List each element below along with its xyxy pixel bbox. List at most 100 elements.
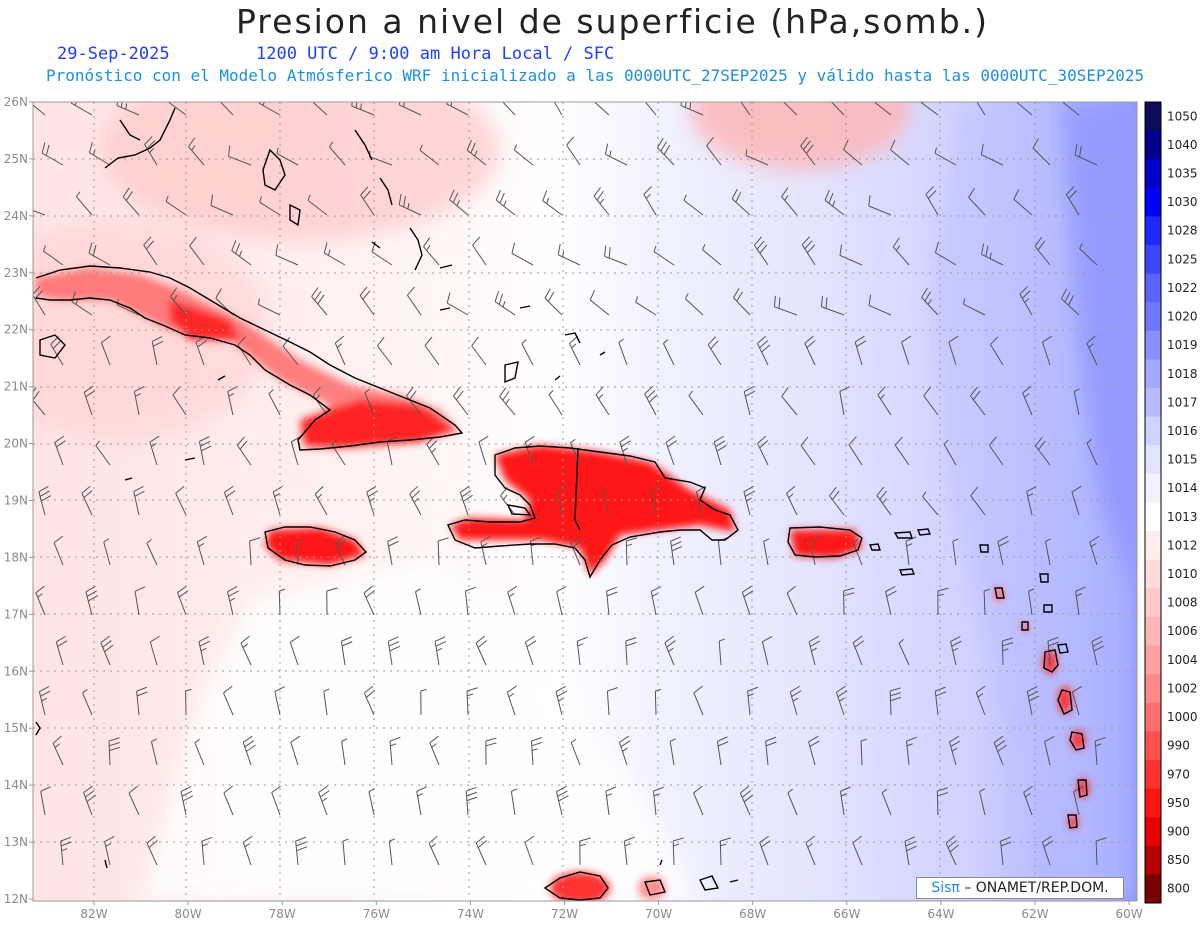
- colorbar-label: 1019: [1167, 338, 1198, 352]
- wind-barb-feather: [736, 87, 743, 95]
- colorbar-label: 1013: [1167, 510, 1198, 524]
- colorbar-label: 990: [1167, 739, 1190, 753]
- colorbar-segment: [1145, 760, 1161, 789]
- wind-barb-staff: [1002, 641, 1003, 665]
- colorbar-segment: [1145, 331, 1161, 360]
- colorbar-label: 1028: [1167, 224, 1198, 238]
- wind-barb-feather: [167, 95, 169, 101]
- wind-barb-staff: [720, 841, 721, 865]
- colorbar-label: 1014: [1167, 481, 1198, 495]
- colorbar-label: 1020: [1167, 310, 1198, 324]
- colorbar-segment: [1145, 646, 1161, 675]
- wind-barb-feather: [591, 89, 596, 99]
- wind-barb-staff: [937, 791, 938, 815]
- colorbar-segment: [1145, 216, 1161, 245]
- colorbar-label: 1012: [1167, 538, 1198, 552]
- longitude-label: 70W: [645, 907, 672, 921]
- colorbar-segment: [1145, 703, 1161, 732]
- colorbar-label: 950: [1167, 796, 1190, 810]
- colorbar-label: 900: [1167, 824, 1190, 838]
- wind-barb-feather: [783, 96, 786, 101]
- wind-barb-feather: [780, 89, 785, 99]
- wind-barb-feather: [30, 93, 35, 103]
- colorbar-label: 850: [1167, 853, 1190, 867]
- colorbar-segment: [1145, 102, 1161, 131]
- longitude-label: 80W: [175, 907, 202, 921]
- colorbar-label: 1018: [1167, 367, 1198, 381]
- wind-barb-feather: [641, 87, 647, 96]
- wind-barb-feather: [550, 86, 558, 94]
- latitude-label: 26N: [4, 95, 28, 109]
- longitude-label: 64W: [927, 907, 954, 921]
- colorbar-label: 1016: [1167, 424, 1198, 438]
- colorbar-segment: [1145, 874, 1161, 903]
- colorbar-segment: [1145, 445, 1161, 474]
- longitude-label: 82W: [80, 907, 107, 921]
- colorbar-segment: [1145, 159, 1161, 188]
- colorbar-label: 1035: [1167, 167, 1198, 181]
- latitude-label: 16N: [4, 664, 28, 678]
- colorbar-label: 1017: [1167, 395, 1198, 409]
- colorbar-segment: [1145, 588, 1161, 617]
- colorbar-label: 1030: [1167, 195, 1198, 209]
- latitude-label: 19N: [4, 494, 28, 508]
- colorbar-segment: [1145, 302, 1161, 331]
- latitude-label: 18N: [4, 550, 28, 564]
- colorbar-segment: [1145, 388, 1161, 417]
- colorbar-segment: [1145, 474, 1161, 503]
- colorbar-label: 1004: [1167, 653, 1198, 667]
- colorbar-label: 1025: [1167, 252, 1198, 266]
- colorbar-segment: [1145, 617, 1161, 646]
- wind-barb-staff: [655, 691, 656, 715]
- sispi-logo: Sisπ: [931, 880, 960, 896]
- colorbar-label: 1006: [1167, 624, 1198, 638]
- colorbar-segment: [1145, 503, 1161, 532]
- colorbar-label: 1002: [1167, 681, 1198, 695]
- wind-barb-feather: [872, 90, 876, 100]
- wind-barb-feather: [313, 92, 318, 102]
- colorbar-segment: [1145, 674, 1161, 703]
- wind-barb-feather: [919, 90, 923, 100]
- colorbar-segment: [1145, 359, 1161, 388]
- colorbar-label: 1022: [1167, 281, 1198, 295]
- colorbar-label: 1010: [1167, 567, 1198, 581]
- longitude-label: 74W: [457, 907, 484, 921]
- map-field: [0, 50, 1137, 904]
- longitude-label: 60W: [1116, 907, 1143, 921]
- wind-barb-feather: [499, 88, 505, 97]
- colorbar-label: 1008: [1167, 596, 1198, 610]
- wind-barb-feather: [827, 88, 833, 97]
- latitude-label: 20N: [4, 437, 28, 451]
- wind-barb-feather: [22, 196, 23, 207]
- colorbar-segment: [1145, 131, 1161, 160]
- wind-barb-feather: [309, 89, 314, 99]
- colorbar-segment: [1145, 274, 1161, 303]
- colorbar-label: 1040: [1167, 138, 1198, 152]
- colorbar-segment: [1145, 188, 1161, 217]
- latitude-label: 17N: [4, 607, 28, 621]
- wind-barb-feather: [1060, 90, 1064, 100]
- wind-barb-feather: [739, 91, 746, 99]
- latitude-label: 22N: [4, 323, 28, 337]
- colorbar-segment: [1145, 531, 1161, 560]
- colorbar-segment: [1145, 817, 1161, 846]
- longitude-label: 68W: [739, 907, 766, 921]
- latitude-label: 24N: [4, 209, 28, 223]
- longitude-label: 76W: [363, 907, 390, 921]
- colorbar-segment: [1145, 560, 1161, 589]
- wind-barb-feather: [1014, 90, 1019, 100]
- latitude-label: 13N: [4, 835, 28, 849]
- latitude-label: 23N: [4, 266, 28, 280]
- colorbar-segment: [1145, 245, 1161, 274]
- wind-barb-feather: [71, 92, 74, 103]
- latitude-labels: 26N25N24N23N22N21N20N19N18N17N16N15N14N1…: [4, 95, 33, 906]
- longitude-label: 78W: [269, 907, 296, 921]
- pressure-colorbar: 1050 1040 1035 1030 1028 1025 1022 1020 1019 1018…: [1145, 102, 1198, 904]
- colorbar-segment: [1145, 846, 1161, 875]
- colorbar-label: 1050: [1167, 109, 1198, 123]
- colorbar-segment: [1145, 417, 1161, 446]
- wind-barb-feather: [216, 88, 222, 97]
- credit-text: – ONAMET/REP.DOM.: [960, 880, 1109, 896]
